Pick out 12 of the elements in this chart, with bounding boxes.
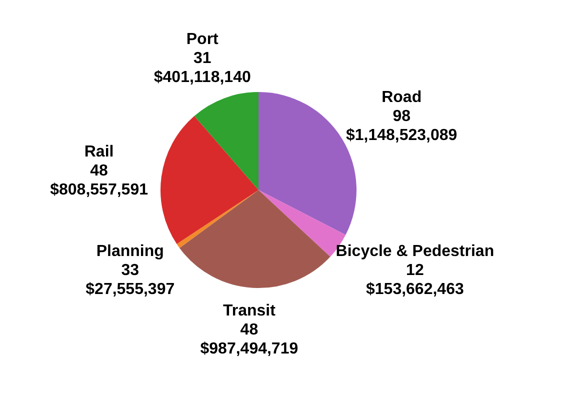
slice-label: Bicycle & Pedestrian bbox=[336, 243, 494, 260]
data-label: 12 $153,662,463 bbox=[366, 262, 464, 298]
data-label: 48 $808,557,591 bbox=[50, 162, 148, 198]
slice-label: Road bbox=[382, 89, 422, 106]
data-label: 33 $27,555,397 bbox=[86, 262, 175, 298]
data-label: 31 $401,118,140 bbox=[154, 50, 251, 86]
slice-label: Rail bbox=[84, 143, 114, 160]
data-label: 98 $1,148,523,089 bbox=[346, 108, 458, 144]
slice-label: Transit bbox=[222, 302, 276, 320]
slice-label: Port bbox=[186, 30, 220, 48]
slice-label: Planning bbox=[96, 242, 164, 260]
data-label: 48 $987,494,719 bbox=[200, 322, 298, 358]
